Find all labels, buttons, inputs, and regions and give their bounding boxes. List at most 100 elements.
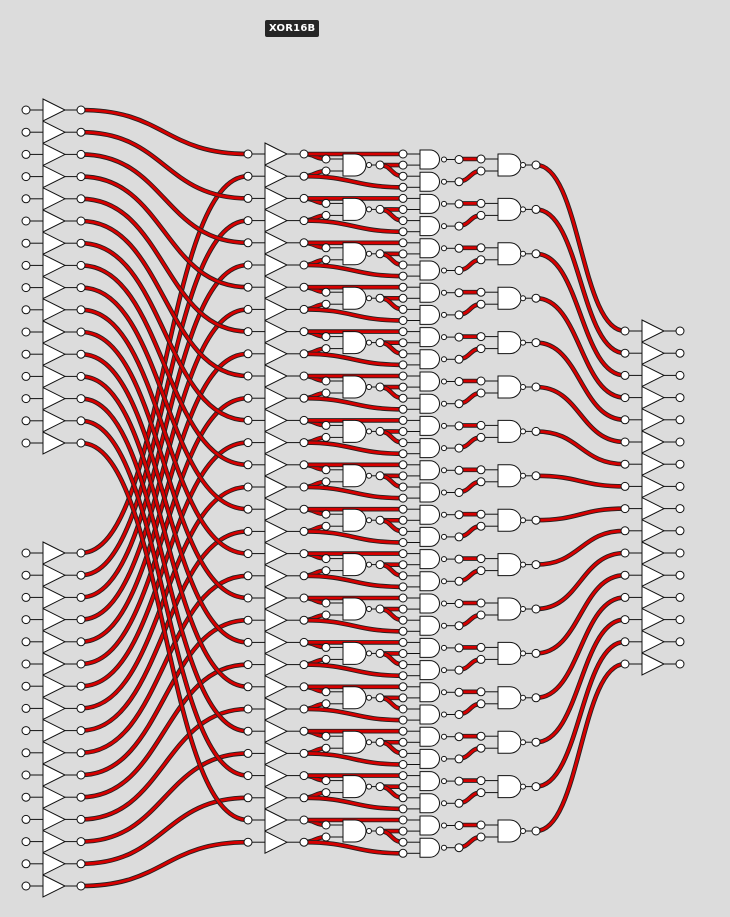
mid-in-pin-18[interactable] — [243, 549, 253, 559]
input-b-out-pin-12[interactable] — [76, 814, 86, 824]
and-in-a-7[interactable] — [476, 465, 486, 475]
mid-in-pin-15[interactable] — [243, 482, 253, 492]
input-b-pin-1[interactable] — [21, 570, 31, 580]
output-in-pin-13[interactable] — [620, 615, 630, 625]
stage-in-pin-6-2[interactable] — [398, 438, 408, 448]
input-a-pin-11[interactable] — [21, 349, 31, 359]
output-in-pin-1[interactable] — [620, 348, 630, 358]
and-in-b-7[interactable] — [476, 477, 486, 487]
stage-in-pin-10-1[interactable] — [398, 604, 408, 614]
and-in-b-3[interactable] — [476, 299, 486, 309]
stage-in-pin-4-2[interactable] — [398, 349, 408, 359]
mid-in-pin-16[interactable] — [243, 504, 253, 514]
mid-in-pin-5[interactable] — [243, 260, 253, 270]
stage-out-pin-5-0[interactable] — [454, 377, 464, 386]
nand-out-pin-1[interactable] — [375, 204, 385, 214]
and-in-b-1[interactable] — [476, 210, 486, 220]
output-in-pin-14[interactable] — [620, 637, 630, 647]
nand-out-pin-14[interactable] — [375, 782, 385, 792]
mid-in-pin-8[interactable] — [243, 327, 253, 337]
nand-in-b-13[interactable] — [321, 743, 331, 753]
stage-in-pin-2-2[interactable] — [398, 260, 408, 270]
output-pin-5[interactable] — [675, 437, 685, 447]
output-in-pin-15[interactable] — [620, 659, 630, 669]
nand-out-pin-8[interactable] — [375, 515, 385, 525]
mid-in-pin-25[interactable] — [243, 704, 253, 714]
mid-out-pin-23[interactable] — [299, 660, 309, 670]
nand-in-b-11[interactable] — [321, 654, 331, 664]
input-a-out-pin-7[interactable] — [76, 260, 86, 270]
input-a-pin-9[interactable] — [21, 305, 31, 315]
mid-out-pin-4[interactable] — [299, 238, 309, 248]
output-pin-6[interactable] — [675, 459, 685, 469]
output-pin-14[interactable] — [675, 637, 685, 647]
output-in-pin-11[interactable] — [620, 570, 630, 580]
stage-in-pin-5-1[interactable] — [398, 382, 408, 392]
input-a-out-pin-6[interactable] — [76, 238, 86, 248]
mid-out-pin-6[interactable] — [299, 282, 309, 292]
input-a-pin-4[interactable] — [21, 194, 31, 204]
output-pin-12[interactable] — [675, 592, 685, 602]
and-out-pin-1[interactable] — [531, 204, 541, 214]
mid-out-pin-20[interactable] — [299, 593, 309, 603]
nand-in-a-3[interactable] — [321, 287, 331, 297]
stage-out-pin-0-1[interactable] — [454, 177, 464, 187]
output-in-pin-12[interactable] — [620, 592, 630, 602]
stage-out-pin-13-0[interactable] — [454, 732, 464, 742]
and-out-pin-12[interactable] — [531, 693, 541, 703]
nand-in-a-9[interactable] — [321, 554, 331, 564]
stage-in-pin-15-3[interactable] — [398, 848, 408, 858]
stage-out-pin-12-1[interactable] — [454, 710, 464, 719]
output-pin-13[interactable] — [675, 615, 685, 625]
input-a-pin-2[interactable] — [21, 149, 31, 159]
stage-in-pin-13-1[interactable] — [398, 737, 408, 747]
input-b-pin-5[interactable] — [21, 659, 31, 669]
mid-out-pin-22[interactable] — [299, 637, 309, 647]
input-a-pin-15[interactable] — [21, 438, 31, 448]
input-a-pin-3[interactable] — [21, 172, 31, 182]
nand-out-pin-12[interactable] — [375, 693, 385, 703]
stage-out-pin-4-1[interactable] — [454, 354, 464, 364]
stage-out-pin-15-0[interactable] — [454, 821, 464, 830]
mid-out-pin-21[interactable] — [299, 615, 309, 625]
stage-in-pin-14-3[interactable] — [398, 804, 408, 814]
nand-in-b-14[interactable] — [321, 788, 331, 798]
input-b-pin-11[interactable] — [21, 792, 31, 802]
input-b-pin-3[interactable] — [21, 615, 31, 625]
stage-out-pin-14-0[interactable] — [454, 776, 464, 786]
mid-in-pin-19[interactable] — [243, 571, 253, 581]
stage-in-pin-10-2[interactable] — [398, 615, 408, 625]
nand-out-pin-5[interactable] — [375, 382, 385, 392]
output-pin-1[interactable] — [675, 348, 685, 358]
stage-in-pin-2-0[interactable] — [398, 238, 408, 248]
input-b-out-pin-7[interactable] — [76, 703, 86, 713]
mid-out-pin-29[interactable] — [299, 793, 309, 803]
output-in-pin-2[interactable] — [620, 370, 630, 380]
nand-out-pin-4[interactable] — [375, 338, 385, 348]
mid-in-pin-13[interactable] — [243, 438, 253, 448]
input-b-pin-4[interactable] — [21, 637, 31, 647]
mid-in-pin-1[interactable] — [243, 171, 253, 181]
mid-out-pin-18[interactable] — [299, 549, 309, 559]
mid-out-pin-31[interactable] — [299, 837, 309, 847]
and-in-a-15[interactable] — [476, 820, 486, 830]
nand-in-b-9[interactable] — [321, 566, 331, 576]
stage-out-pin-3-0[interactable] — [454, 288, 464, 298]
nand-in-a-4[interactable] — [321, 332, 331, 342]
and-out-pin-6[interactable] — [531, 426, 541, 436]
mid-in-pin-21[interactable] — [243, 615, 253, 625]
nand-in-b-15[interactable] — [321, 832, 331, 842]
and-in-a-8[interactable] — [476, 509, 486, 519]
stage-out-pin-9-0[interactable] — [454, 554, 464, 564]
mid-out-pin-27[interactable] — [299, 748, 309, 758]
input-b-pin-13[interactable] — [21, 837, 31, 847]
output-pin-7[interactable] — [675, 481, 685, 491]
stage-in-pin-8-1[interactable] — [398, 515, 408, 525]
nand-in-a-5[interactable] — [321, 376, 331, 386]
input-a-pin-14[interactable] — [21, 416, 31, 426]
stage-in-pin-11-3[interactable] — [398, 671, 408, 681]
mid-in-pin-31[interactable] — [243, 837, 253, 847]
input-b-out-pin-8[interactable] — [76, 726, 86, 736]
output-pin-4[interactable] — [675, 415, 685, 425]
